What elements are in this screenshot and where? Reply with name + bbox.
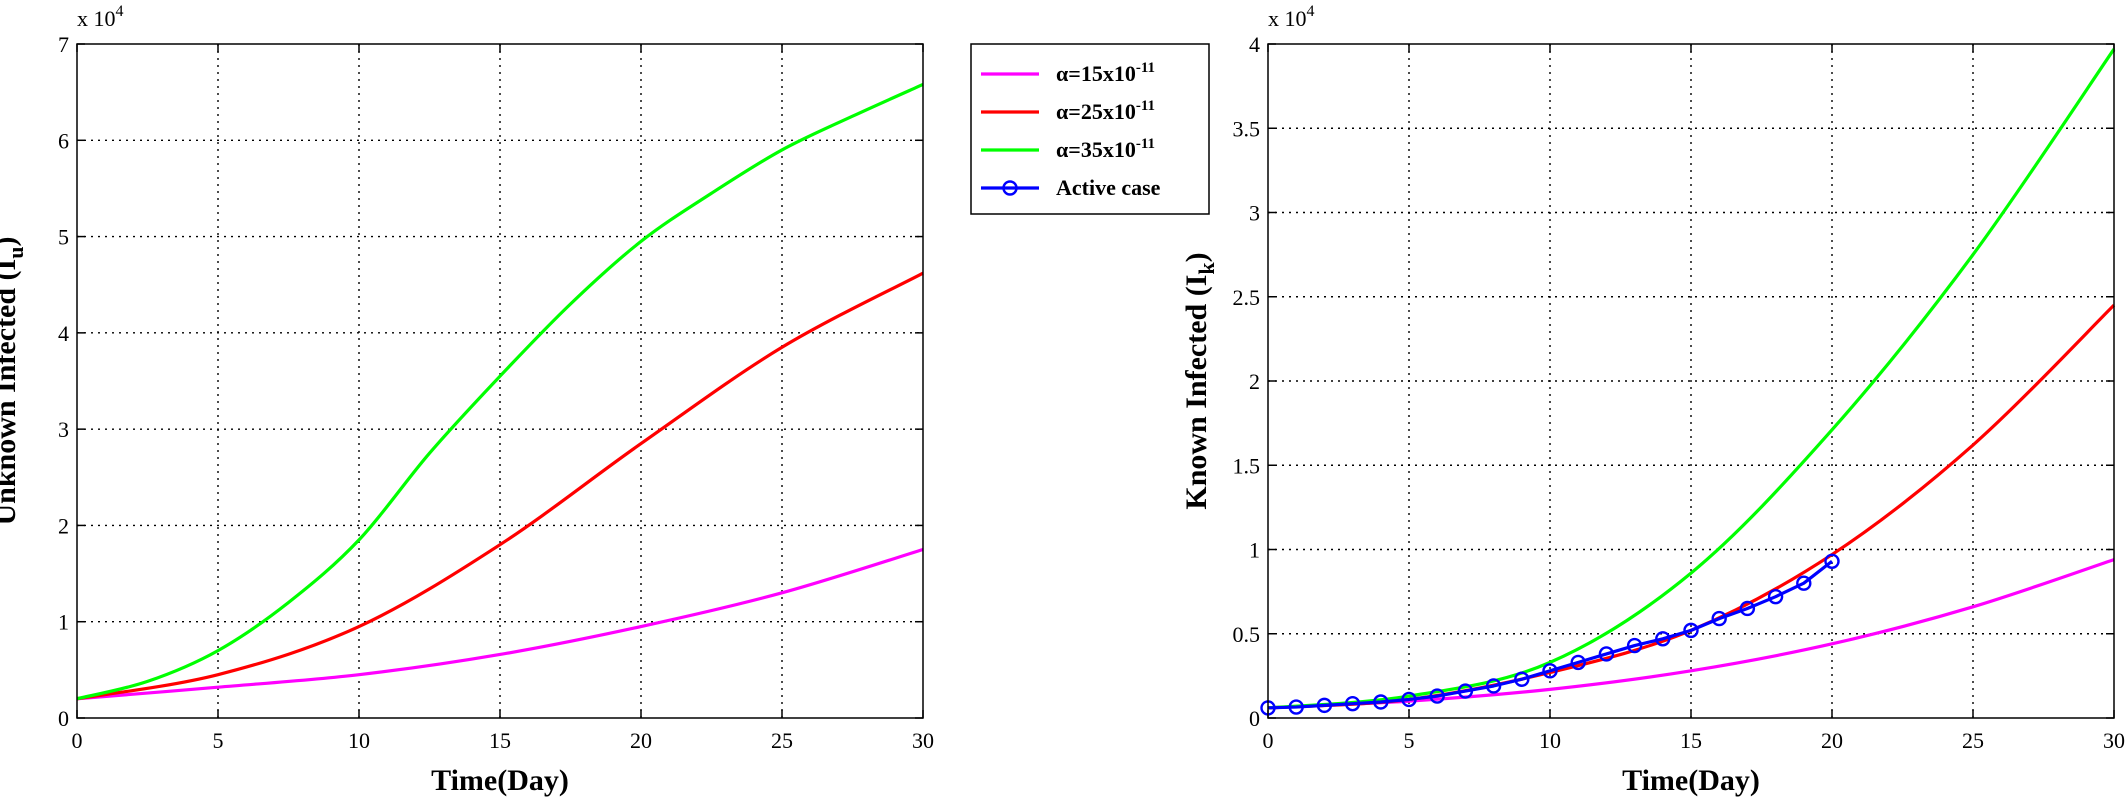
- y-tick-label: 1: [58, 610, 69, 635]
- y-tick-label: 4: [58, 321, 69, 346]
- x-tick-label: 15: [1680, 728, 1702, 753]
- data-point-marker: [1626, 637, 1643, 654]
- data-point-marker: [1767, 588, 1784, 605]
- series-line: [1267, 48, 2116, 710]
- y-axis-label-close: ): [0, 237, 22, 247]
- data-point-marker: [1598, 646, 1615, 662]
- x-tick-label: 5: [213, 728, 224, 753]
- chart-unknown-infected: 0 5 10 15 20 25 30 0 1 2 3 4 5 6 7 x 104 Time(Day) Unknow…: [0, 3, 934, 797]
- x-tick-label: 10: [1539, 728, 1561, 753]
- legend-marker: [1002, 180, 1018, 196]
- data-point-marker: [1711, 610, 1727, 627]
- y-tick-label: 0.5: [1233, 622, 1261, 647]
- y-axis-label-close: ): [1180, 252, 1213, 262]
- data-point-marker: [1429, 688, 1445, 704]
- series-line: [76, 271, 924, 701]
- y-tick-label: 2: [1249, 369, 1260, 394]
- x-tick-label: 30: [2103, 728, 2125, 753]
- data-point-marker: [1570, 654, 1586, 671]
- series-line: [1267, 558, 2115, 710]
- y-axis-multiplier-exponent: 4: [116, 3, 124, 20]
- y-tick-label: 4: [1249, 32, 1260, 57]
- x-tick-label: 15: [489, 728, 511, 753]
- y-tick-label: 0: [1249, 706, 1260, 731]
- y-tick-label: 2.5: [1233, 285, 1261, 310]
- x-tick-label: 0: [1263, 728, 1274, 753]
- x-axis-label: Time(Day): [1622, 764, 1760, 797]
- series-line: [76, 82, 924, 701]
- legend-label-exponent: -11: [1136, 98, 1155, 114]
- data-point-marker: [1796, 575, 1812, 591]
- data-point-marker: [1485, 678, 1502, 694]
- data-point-marker: [1542, 663, 1558, 679]
- y-tick-label: 3: [1249, 201, 1260, 226]
- x-axis-label: Time(Day): [431, 764, 569, 797]
- y-axis-label: Unknown Infected (Iu): [0, 237, 28, 526]
- y-tick-label: 0: [58, 706, 69, 731]
- x-tick-label: 10: [348, 728, 370, 753]
- data-point-marker: [1373, 694, 1389, 710]
- x-tick-label: 0: [72, 728, 83, 753]
- x-tick-label: 25: [771, 728, 793, 753]
- data-point-marker: [1514, 671, 1530, 687]
- data-point-marker: [1739, 600, 1756, 617]
- legend-label-exponent: -11: [1136, 136, 1155, 152]
- x-tick-label: 30: [912, 728, 934, 753]
- x-tick-label: 20: [630, 728, 652, 753]
- y-axis-multiplier-exponent: 4: [1307, 3, 1315, 20]
- y-axis-label-subscript: k: [1194, 262, 1219, 275]
- data-point-marker: [1824, 553, 1840, 569]
- y-axis-multiplier: x 104: [77, 3, 124, 31]
- y-tick-label: 5: [58, 225, 69, 250]
- y-tick-label: 3.5: [1233, 116, 1261, 141]
- y-tick-label: 7: [58, 32, 69, 57]
- y-tick-label: 1.5: [1233, 453, 1261, 478]
- data-point-marker: [1288, 699, 1304, 715]
- y-axis-label-subscript: u: [3, 247, 28, 259]
- plot-frame: [76, 43, 924, 719]
- plot-frame: [1267, 43, 2115, 719]
- data-point-marker: [1316, 697, 1333, 714]
- y-tick-label: 6: [58, 128, 69, 153]
- y-tick-label: 2: [58, 513, 69, 538]
- data-point-marker: [1457, 683, 1474, 699]
- x-tick-label: 5: [1404, 728, 1415, 753]
- x-tick-label: 25: [1962, 728, 1984, 753]
- data-point-marker: [1401, 691, 1417, 708]
- y-tick-label: 3: [58, 417, 69, 442]
- series-line: [1267, 560, 1833, 710]
- data-point-marker: [1683, 622, 1699, 639]
- legend-box: [970, 43, 1210, 215]
- y-axis-label: Known Infected (Ik): [1180, 252, 1219, 509]
- y-axis-multiplier: x 104: [1268, 3, 1315, 31]
- data-point-marker: [1344, 695, 1361, 712]
- legend-label-exponent: -11: [1136, 60, 1155, 76]
- legend-label: Active case: [1056, 175, 1161, 200]
- x-tick-label: 20: [1821, 728, 1843, 753]
- data-point-marker: [1655, 631, 1671, 647]
- y-tick-label: 1: [1249, 538, 1260, 563]
- series-line: [76, 547, 924, 701]
